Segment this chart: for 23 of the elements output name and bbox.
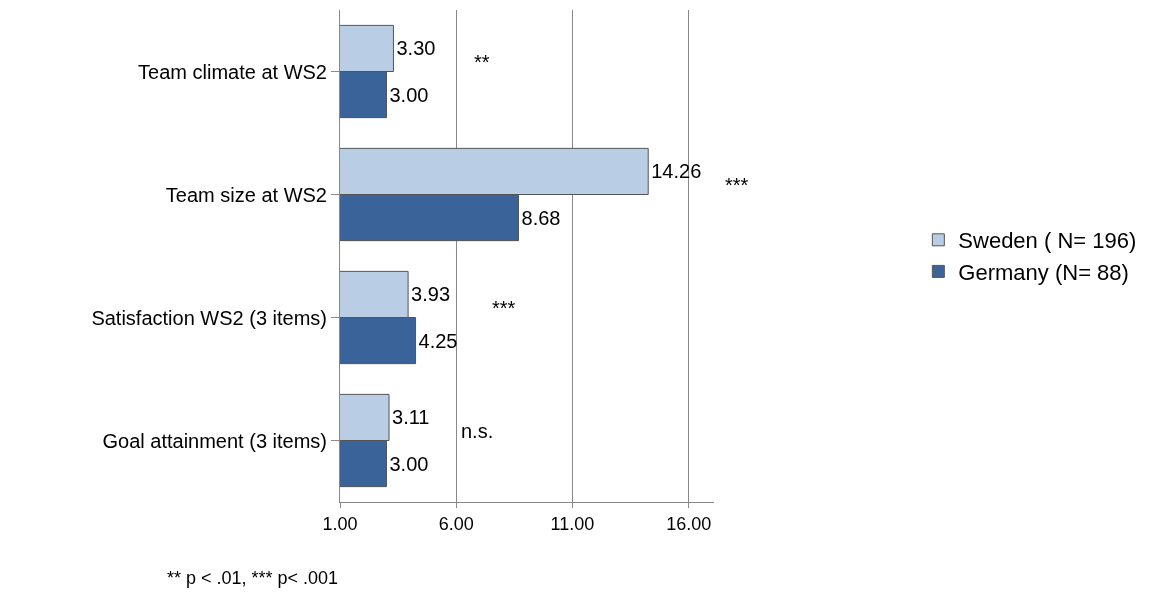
data-label: 3.00 [389, 452, 429, 475]
annotation: n.s. [461, 420, 494, 442]
annotation: ** [474, 51, 490, 73]
data-label: 3.30 [396, 37, 436, 60]
data-label: 3.11 [392, 406, 430, 429]
data-label: 3.93 [411, 283, 451, 306]
data-label: 8.68 [521, 206, 561, 229]
x-tick-label: 11.00 [550, 513, 595, 534]
data-label: 3.00 [389, 83, 429, 106]
data-label: 4.25 [418, 329, 458, 352]
x-tick-label: 1.00 [322, 513, 358, 534]
legend-label: Sweden ( N= 196) [958, 228, 1137, 254]
x-tick-label: 16.00 [666, 513, 712, 534]
x-tick-label: 6.00 [438, 513, 474, 534]
text: *** [725, 174, 749, 196]
y-tick-label: Satisfaction WS2 (3 items) [91, 306, 327, 329]
y-tick-label: Goal attainment (3 items) [102, 429, 327, 452]
annotation: *** [492, 297, 516, 319]
legend-label: Germany (N= 88) [958, 259, 1129, 285]
data-label: 14.26 [651, 160, 702, 183]
y-tick-label: Team climate at WS2 [138, 60, 327, 83]
y-tick-label: Team size at WS2 [165, 183, 327, 206]
text: ** p < .01, *** p< .001 [167, 568, 339, 588]
